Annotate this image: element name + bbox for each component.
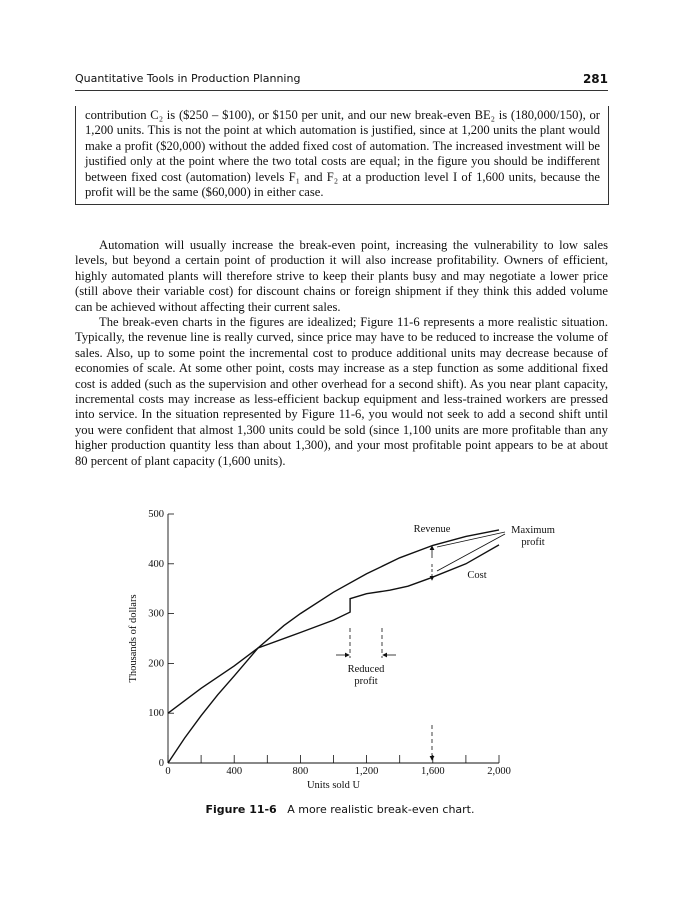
x-tick-label: 800 (293, 766, 309, 777)
x-tick-label: 0 (165, 766, 170, 777)
curve (167, 529, 500, 764)
paragraph: Automation will usually increase the bre… (75, 238, 608, 314)
x-tick-label: 1,600 (421, 766, 445, 777)
annotation: Maximum (511, 525, 555, 536)
series-label: Cost (467, 570, 486, 581)
header-rule (75, 90, 608, 91)
chart: 0 100 200 300 400 500 0 400 800 1,200 1,600 2,000 Un… (128, 509, 555, 791)
page-number: 281 (582, 72, 608, 86)
y-tick-label: 100 (148, 708, 164, 719)
x-axis-label: Units sold U (307, 780, 361, 791)
caption-number: Figure 11-6 (205, 803, 277, 816)
y-axis-label: Thousands of dollars (128, 594, 139, 682)
annotation: profit (354, 676, 377, 687)
x-tick-label: 400 (226, 766, 242, 777)
series-label: Revenue (414, 524, 451, 535)
x-tick-label: 1,200 (355, 766, 379, 777)
y-tick-label: 0 (159, 758, 164, 769)
paragraph: The break-even charts in the figures are… (75, 315, 608, 468)
caption-text: A more realistic break-even chart. (287, 803, 475, 816)
annotation: Reduced (348, 664, 385, 675)
y-tick-label: 400 (148, 559, 164, 570)
curve (167, 544, 500, 714)
annotation: profit (521, 537, 544, 548)
boxed-text: contribution C₂ is ($250 – $100), or $15… (75, 106, 609, 206)
y-tick-label: 500 (148, 509, 164, 520)
y-tick-label: 200 (148, 658, 164, 669)
running-head: Quantitative Tools in Production Plannin… (75, 72, 301, 85)
annotation-lines (336, 531, 506, 761)
body-text: Automation will usually increase the bre… (75, 238, 608, 469)
y-tick-label: 300 (148, 609, 164, 620)
x-tick-label: 2,000 (487, 766, 511, 777)
figure-caption: Figure 11-6 A more realistic break-even … (0, 803, 680, 816)
